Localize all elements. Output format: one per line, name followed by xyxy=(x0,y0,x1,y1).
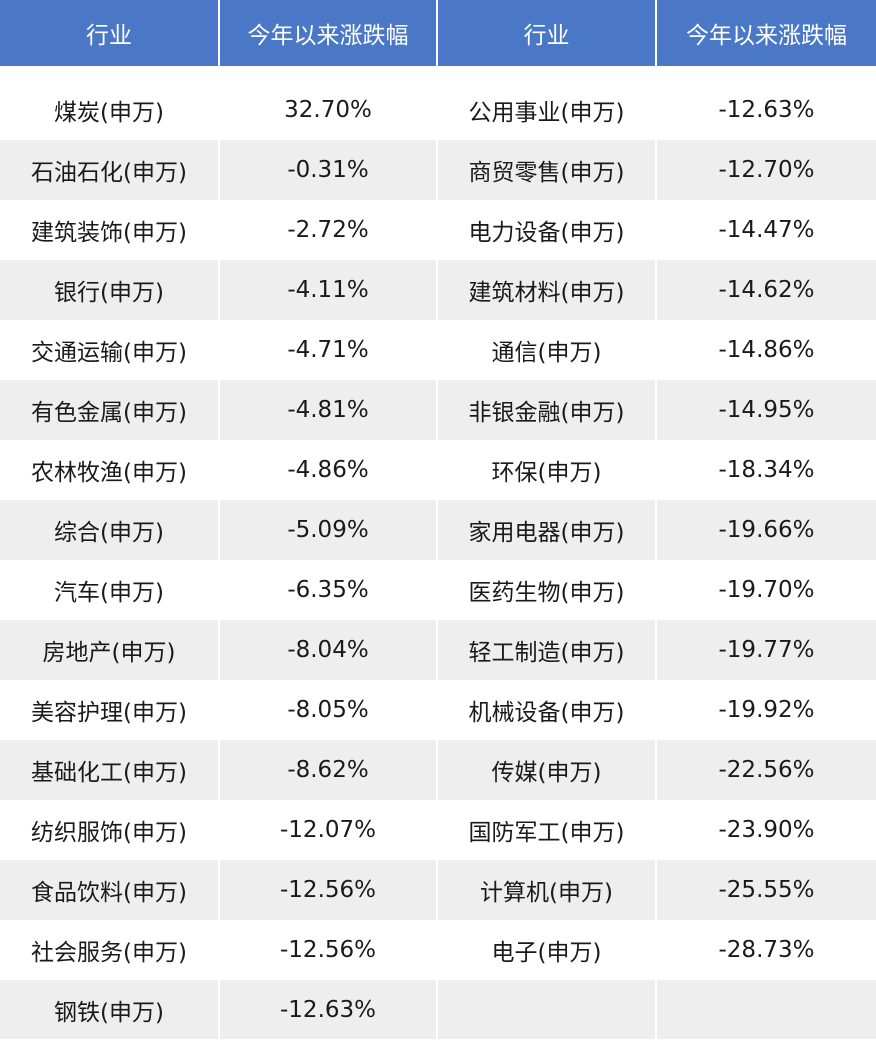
ytd-change-right: -18.34% xyxy=(655,440,876,500)
industry-name-left: 房地产(申万) xyxy=(0,620,219,680)
industry-name-right: 电力设备(申万) xyxy=(436,200,656,260)
ytd-change-left: -12.56% xyxy=(218,920,437,980)
ytd-change-right: -23.90% xyxy=(655,800,876,860)
ytd-change-left: -12.07% xyxy=(218,800,437,860)
ytd-change-right: -22.56% xyxy=(655,740,876,800)
industry-name-right: 建筑材料(申万) xyxy=(436,260,656,320)
ytd-change-right xyxy=(655,980,876,1039)
ytd-change-left: -8.05% xyxy=(218,680,437,740)
spacer-row xyxy=(0,66,876,80)
ytd-change-right: -14.95% xyxy=(655,380,876,440)
table-row: 交通运输(申万) -4.71% 通信(申万) -14.86% xyxy=(0,320,876,380)
ytd-change-right: -12.70% xyxy=(655,140,876,200)
ytd-change-left: -4.11% xyxy=(218,260,437,320)
ytd-change-right: -19.70% xyxy=(655,560,876,620)
ytd-change-right: -12.63% xyxy=(655,80,876,140)
industry-name-left: 银行(申万) xyxy=(0,260,219,320)
table-row: 综合(申万) -5.09% 家用电器(申万) -19.66% xyxy=(0,500,876,560)
table-body: 煤炭(申万) 32.70% 公用事业(申万) -12.63% 石油石化(申万) -0.31… xyxy=(0,66,876,1039)
ytd-change-left: -2.72% xyxy=(218,200,437,260)
industry-name-left: 石油石化(申万) xyxy=(0,140,219,200)
ytd-change-left: -12.63% xyxy=(218,980,437,1039)
ytd-change-right: -19.77% xyxy=(655,620,876,680)
table-row: 纺织服饰(申万) -12.07% 国防军工(申万) -23.90% xyxy=(0,800,876,860)
header-industry-left: 行业 xyxy=(0,0,219,66)
industry-name-right: 传媒(申万) xyxy=(436,740,656,800)
industry-name-left: 社会服务(申万) xyxy=(0,920,219,980)
ytd-change-right: -28.73% xyxy=(655,920,876,980)
ytd-change-left: -6.35% xyxy=(218,560,437,620)
table-row: 汽车(申万) -6.35% 医药生物(申万) -19.70% xyxy=(0,560,876,620)
ytd-change-right: -14.47% xyxy=(655,200,876,260)
industry-name-left: 钢铁(申万) xyxy=(0,980,219,1039)
ytd-change-left: -4.86% xyxy=(218,440,437,500)
industry-name-right: 计算机(申万) xyxy=(436,860,656,920)
industry-name-left: 煤炭(申万) xyxy=(0,80,219,140)
industry-name-right: 通信(申万) xyxy=(436,320,656,380)
table-row: 农林牧渔(申万) -4.86% 环保(申万) -18.34% xyxy=(0,440,876,500)
industry-name-right: 环保(申万) xyxy=(436,440,656,500)
industry-name-right: 公用事业(申万) xyxy=(436,80,656,140)
industry-name-left: 综合(申万) xyxy=(0,500,219,560)
table-row: 美容护理(申万) -8.05% 机械设备(申万) -19.92% xyxy=(0,680,876,740)
industry-name-right: 非银金融(申万) xyxy=(436,380,656,440)
table-row: 食品饮料(申万) -12.56% 计算机(申万) -25.55% xyxy=(0,860,876,920)
header-ytd-change-right: 今年以来涨跌幅 xyxy=(655,0,876,66)
header-ytd-change-left: 今年以来涨跌幅 xyxy=(218,0,437,66)
industry-name-left: 美容护理(申万) xyxy=(0,680,219,740)
ytd-change-left: -4.81% xyxy=(218,380,437,440)
industry-name-left: 食品饮料(申万) xyxy=(0,860,219,920)
industry-name-left: 交通运输(申万) xyxy=(0,320,219,380)
table-row: 银行(申万) -4.11% 建筑材料(申万) -14.62% xyxy=(0,260,876,320)
industry-name-right: 医药生物(申万) xyxy=(436,560,656,620)
table-row: 社会服务(申万) -12.56% 电子(申万) -28.73% xyxy=(0,920,876,980)
table-row: 煤炭(申万) 32.70% 公用事业(申万) -12.63% xyxy=(0,80,876,140)
table-row: 建筑装饰(申万) -2.72% 电力设备(申万) -14.47% xyxy=(0,200,876,260)
ytd-change-left: -8.62% xyxy=(218,740,437,800)
ytd-change-left: -4.71% xyxy=(218,320,437,380)
industry-name-left: 农林牧渔(申万) xyxy=(0,440,219,500)
spacer-cell xyxy=(0,66,876,80)
ytd-change-left: -0.31% xyxy=(218,140,437,200)
ytd-change-left: 32.70% xyxy=(218,80,437,140)
industry-name-right: 国防军工(申万) xyxy=(436,800,656,860)
industry-name-left: 基础化工(申万) xyxy=(0,740,219,800)
ytd-change-right: -14.86% xyxy=(655,320,876,380)
industry-name-right: 机械设备(申万) xyxy=(436,680,656,740)
industry-name-right: 家用电器(申万) xyxy=(436,500,656,560)
table-row: 钢铁(申万) -12.63% xyxy=(0,980,876,1039)
ytd-change-right: -14.62% xyxy=(655,260,876,320)
header-row: 行业 今年以来涨跌幅 行业 今年以来涨跌幅 xyxy=(0,0,876,66)
industry-name-left: 有色金属(申万) xyxy=(0,380,219,440)
ytd-change-right: -25.55% xyxy=(655,860,876,920)
ytd-change-left: -5.09% xyxy=(218,500,437,560)
ytd-change-right: -19.66% xyxy=(655,500,876,560)
ytd-change-left: -8.04% xyxy=(218,620,437,680)
table-row: 房地产(申万) -8.04% 轻工制造(申万) -19.77% xyxy=(0,620,876,680)
header-industry-right: 行业 xyxy=(436,0,656,66)
table-row: 基础化工(申万) -8.62% 传媒(申万) -22.56% xyxy=(0,740,876,800)
industry-name-left: 汽车(申万) xyxy=(0,560,219,620)
industry-name-right: 商贸零售(申万) xyxy=(436,140,656,200)
table-row: 有色金属(申万) -4.81% 非银金融(申万) -14.95% xyxy=(0,380,876,440)
ytd-change-right: -19.92% xyxy=(655,680,876,740)
industry-name-left: 建筑装饰(申万) xyxy=(0,200,219,260)
table-row: 石油石化(申万) -0.31% 商贸零售(申万) -12.70% xyxy=(0,140,876,200)
industry-name-right xyxy=(436,980,656,1039)
industry-name-right: 电子(申万) xyxy=(436,920,656,980)
industry-name-left: 纺织服饰(申万) xyxy=(0,800,219,860)
ytd-change-left: -12.56% xyxy=(218,860,437,920)
industry-name-right: 轻工制造(申万) xyxy=(436,620,656,680)
